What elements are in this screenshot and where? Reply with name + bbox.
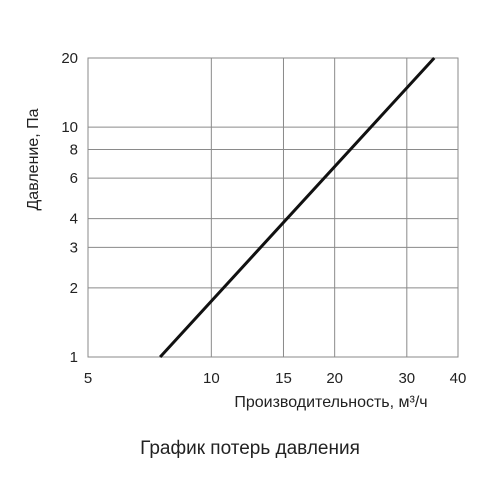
x-tick-label: 40 — [450, 370, 467, 387]
y-tick-label: 8 — [70, 141, 78, 158]
y-tick-label: 10 — [61, 119, 78, 136]
x-tick-label: 20 — [326, 370, 343, 387]
x-axis-label: Производительность, м³/ч — [234, 394, 427, 411]
y-tick-label: 20 — [61, 50, 78, 67]
x-tick-label: 15 — [275, 370, 292, 387]
plot-frame — [87, 57, 459, 358]
x-tick-label: 10 — [203, 370, 220, 387]
y-tick-label: 4 — [70, 211, 78, 228]
pressure-curve — [159, 56, 436, 359]
grid — [88, 58, 458, 357]
x-tick-label: 30 — [398, 370, 415, 387]
y-tick-label: 2 — [70, 280, 78, 297]
x-tick-label: 5 — [84, 370, 92, 387]
series-layer — [159, 56, 436, 359]
y-tick-label: 3 — [70, 239, 78, 256]
y-tick-labels: 1 2 3 4 6 8 10 20 — [61, 50, 78, 366]
y-tick-label: 1 — [70, 349, 78, 366]
y-tick-label: 6 — [70, 170, 78, 187]
chart-caption: График потерь давления — [140, 438, 360, 459]
x-tick-labels: 5 10 15 20 30 40 — [84, 370, 467, 387]
y-axis-label: Давление, Па — [25, 108, 42, 210]
